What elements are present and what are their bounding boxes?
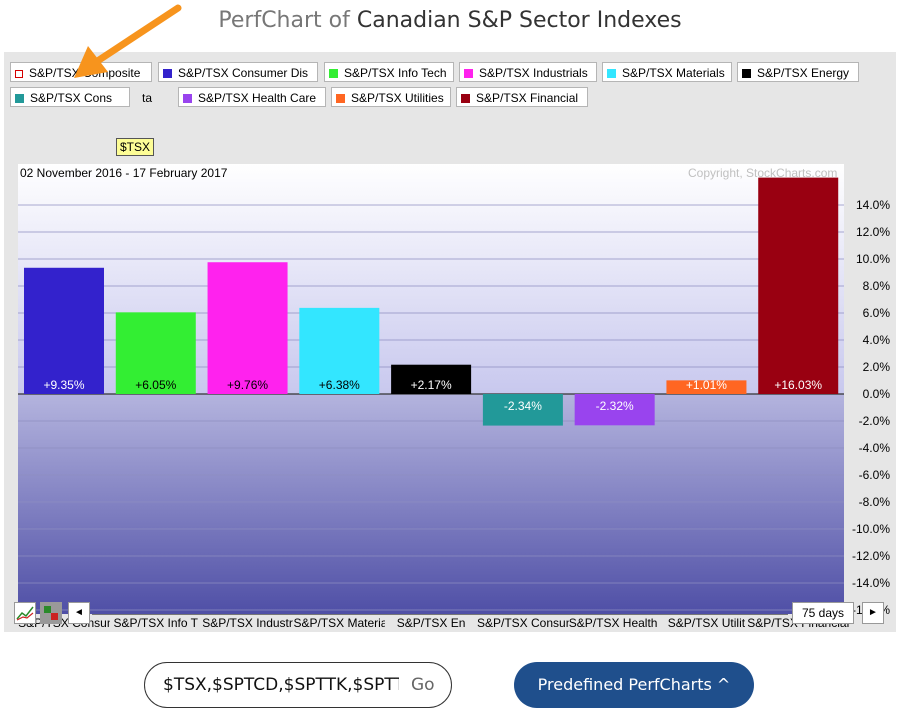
- y-tick-label: 10.0%: [856, 252, 890, 266]
- y-tick-label: 0.0%: [863, 387, 891, 401]
- y-tick-label: -6.0%: [859, 468, 891, 482]
- bar-value-label: +6.38%: [319, 378, 360, 392]
- legend-swatch: [15, 94, 24, 103]
- bar: [207, 262, 288, 394]
- legend-item[interactable]: S&P/TSX Industrials: [459, 62, 597, 82]
- bar: [115, 312, 196, 394]
- y-tick-label: -2.0%: [859, 414, 891, 428]
- bar-value-label: +2.17%: [411, 378, 452, 392]
- y-tick-label: 8.0%: [863, 279, 891, 293]
- legend-label: S&P/TSX Industrials: [479, 66, 588, 80]
- legend-label: S&P/TSX Utilities: [351, 91, 444, 105]
- go-button[interactable]: Go: [411, 675, 435, 695]
- bar: [299, 307, 380, 394]
- y-tick-label: -14.0%: [852, 576, 890, 590]
- legend-item[interactable]: S&P/TSX Info Tech: [324, 62, 454, 82]
- legend-label: S&P/TSX Info Tech: [344, 66, 447, 80]
- y-tick-label: -4.0%: [859, 441, 891, 455]
- legend-swatch: [742, 69, 751, 78]
- legend-label-tail: ta: [142, 91, 153, 105]
- y-tick-label: 12.0%: [856, 225, 890, 239]
- symbols-input[interactable]: $TSX,$SPTCD,$SPTTK,$SPTTIN,$SPTTMT,$SPTT…: [144, 662, 452, 708]
- bar-value-label: +9.76%: [227, 378, 268, 392]
- bar: [391, 364, 472, 394]
- x-tick-label: S&P/TSX Health C: [568, 616, 661, 630]
- bar: [758, 177, 839, 394]
- predefined-perfcharts-button[interactable]: Predefined PerfCharts ^: [514, 662, 754, 708]
- legend-item[interactable]: S&P/TSX Health Care: [178, 87, 326, 107]
- bar-value-label: +16.03%: [774, 378, 822, 392]
- bar: [574, 394, 655, 426]
- bar-value-label: +6.05%: [135, 378, 176, 392]
- y-tick-label: 2.0%: [863, 360, 891, 374]
- y-axis: 14.0% 12.0% 10.0% 8.0% 6.0% 4.0% 2.0% 0.0% -2.0%…: [852, 198, 891, 614]
- date-range: 02 November 2016 - 17 February 2017: [20, 166, 228, 180]
- x-tick-label: S&P/TSX Consun: [477, 616, 569, 630]
- scroll-right-button[interactable]: ►: [862, 602, 884, 624]
- scroll-left-button[interactable]: ◄: [68, 602, 90, 624]
- legend-item[interactable]: S&P/TSX Financial: [456, 87, 588, 107]
- legend-swatch: [329, 69, 338, 78]
- legend-label: S&P/TSX Consumer Dis: [178, 66, 309, 80]
- bar: [666, 380, 747, 394]
- x-tick-label: S&P/TSX Info T: [113, 616, 198, 630]
- legend-label: S&P/TSX Health Care: [198, 91, 317, 105]
- legend-item[interactable]: S&P/TSX Materials: [602, 62, 732, 82]
- orange-arrow-icon: [74, 4, 182, 78]
- legend-swatch: [163, 69, 172, 78]
- y-tick-label: -12.0%: [852, 549, 890, 563]
- plot-area: +9.35% +6.05% +9.76% +6.38% +2.17% -2.34% -2.3…: [18, 164, 844, 614]
- x-axis-labels: S&P/TSX ConsumeS&P/TSX Info TS&P/TSX Ind…: [4, 616, 896, 632]
- legend-swatch: [461, 94, 470, 103]
- bar: [482, 394, 563, 426]
- bar-value-label: -2.34%: [504, 399, 542, 413]
- page-title: PerfChart of Canadian S&P Sector Indexes: [0, 8, 900, 33]
- legend-label: S&P/TSX Materials: [622, 66, 725, 80]
- legend-swatch: [607, 69, 616, 78]
- y-tick-label: 14.0%: [856, 198, 890, 212]
- copyright: Copyright, StockCharts.com: [688, 166, 838, 180]
- symbol-tooltip: $TSX: [116, 138, 155, 156]
- legend-swatch: [15, 70, 23, 78]
- x-tick-label: S&P/TSX Industr: [202, 616, 293, 630]
- y-tick-label: 4.0%: [863, 333, 891, 347]
- legend-label: S&P/TSX Financial: [476, 91, 579, 105]
- symbols-input-value[interactable]: $TSX,$SPTCD,$SPTTK,$SPTTIN,$SPTTMT,$SPTT…: [163, 675, 399, 695]
- bar-chart-icon[interactable]: [40, 602, 62, 624]
- x-tick-label: S&P/TSX En: [396, 616, 466, 630]
- bar-value-label: +9.35%: [43, 378, 84, 392]
- legend-swatch: [464, 69, 473, 78]
- legend-item[interactable]: S&P/TSX Energy: [737, 62, 859, 82]
- y-tick-label: -10.0%: [852, 522, 890, 536]
- legend-swatch: [183, 94, 192, 103]
- x-tick-label: S&P/TSX Utilit: [667, 616, 746, 630]
- line-chart-icon[interactable]: [14, 602, 36, 624]
- perfchart-frame: S&P/TSX Composite S&P/TSX Consumer Dis S&P…: [4, 52, 896, 632]
- page-title-prefix: PerfChart of: [218, 8, 350, 33]
- legend-item[interactable]: S&P/TSX Utilities: [331, 87, 451, 107]
- legend-swatch: [336, 94, 345, 103]
- bar-value-label: -2.32%: [596, 399, 634, 413]
- bar: [24, 267, 104, 394]
- bar-value-label: +1.01%: [686, 378, 727, 392]
- date-slider-track[interactable]: [92, 614, 788, 615]
- page-title-main: Canadian S&P Sector Indexes: [356, 8, 682, 33]
- legend-item[interactable]: S&P/TSX Cons ta: [10, 87, 152, 107]
- x-tick-label: S&P/TSX Materia: [293, 616, 386, 630]
- legend-item[interactable]: S&P/TSX Consumer Dis: [158, 62, 318, 82]
- y-tick-label: 6.0%: [863, 306, 891, 320]
- legend-label: S&P/TSX Energy: [757, 66, 850, 80]
- plot-background-negative: [18, 394, 844, 614]
- legend-label: S&P/TSX Cons: [30, 91, 113, 105]
- y-tick-label: -8.0%: [859, 495, 891, 509]
- days-display[interactable]: 75 days: [792, 602, 854, 624]
